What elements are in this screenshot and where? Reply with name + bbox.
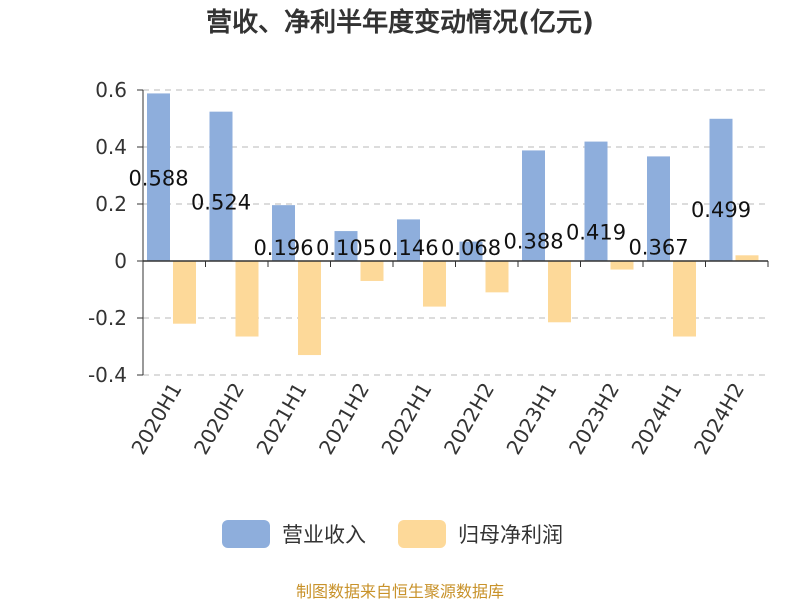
bar-net-profit-2024H2 bbox=[735, 255, 759, 261]
bar-net-profit-2020H2 bbox=[235, 261, 259, 337]
x-tick-label: 2022H1 bbox=[376, 379, 436, 459]
data-label: 0.588 bbox=[128, 166, 188, 190]
bar-net-profit-2021H1 bbox=[298, 261, 321, 356]
bar-revenue-2020H1 bbox=[147, 93, 170, 261]
y-tick-label: -0.2 bbox=[88, 306, 127, 330]
data-label: 0.367 bbox=[628, 235, 688, 259]
bar-revenue-2024H2 bbox=[709, 118, 733, 261]
legend-label-revenue: 营业收入 bbox=[282, 523, 366, 547]
data-label: 0.146 bbox=[378, 236, 438, 260]
y-tick-label: 0.6 bbox=[95, 78, 127, 102]
chart-title: 营收、净利半年度变动情况(亿元) bbox=[206, 8, 594, 38]
data-label: 0.196 bbox=[253, 236, 313, 260]
bar-net-profit-2023H2 bbox=[610, 261, 634, 270]
bar-net-profit-2021H2 bbox=[360, 261, 384, 281]
data-label: 0.388 bbox=[503, 229, 563, 253]
bar-revenue-2020H2 bbox=[209, 111, 233, 261]
x-tick-label: 2020H1 bbox=[126, 379, 186, 459]
x-tick-label: 2024H1 bbox=[626, 379, 686, 459]
data-label: 0.068 bbox=[441, 236, 501, 260]
bar-net-profit-2022H1 bbox=[423, 261, 446, 307]
x-tick-label: 2021H2 bbox=[314, 379, 374, 459]
bar-net-profit-2023H1 bbox=[548, 261, 571, 323]
bar-net-profit-2022H2 bbox=[485, 261, 509, 293]
data-label: 0.524 bbox=[191, 191, 251, 215]
bar-revenue-2021H2 bbox=[334, 231, 358, 261]
bar-revenue-2024H1 bbox=[647, 156, 670, 261]
x-tick-label: 2021H1 bbox=[251, 379, 311, 459]
bar-net-profit-2024H1 bbox=[673, 261, 696, 337]
legend-swatch-net-profit bbox=[398, 520, 446, 548]
y-tick-label: 0.2 bbox=[95, 192, 127, 216]
bar-revenue-2023H1 bbox=[522, 150, 545, 261]
y-tick-label: 0 bbox=[114, 249, 127, 273]
x-tick-label: 2023H2 bbox=[564, 379, 624, 459]
legend-swatch-revenue bbox=[222, 520, 270, 548]
y-tick-label: 0.4 bbox=[95, 135, 127, 159]
bar-revenue-2022H1 bbox=[397, 219, 420, 261]
bar-revenue-2022H2 bbox=[459, 241, 483, 261]
data-label: 0.105 bbox=[316, 236, 376, 260]
y-tick-label: -0.4 bbox=[88, 363, 127, 387]
x-tick-label: 2023H1 bbox=[501, 379, 561, 459]
bar-revenue-2021H1 bbox=[272, 205, 295, 261]
bar-net-profit-2020H1 bbox=[173, 261, 196, 324]
legend-label-net-profit: 归母净利润 bbox=[458, 523, 563, 547]
data-source-note: 制图数据来自恒生聚源数据库 bbox=[295, 582, 504, 601]
x-tick-label: 2024H2 bbox=[689, 379, 749, 459]
x-tick-label: 2020H2 bbox=[189, 379, 249, 459]
x-tick-label: 2022H2 bbox=[439, 379, 499, 459]
data-label: 0.419 bbox=[566, 221, 626, 245]
data-label: 0.499 bbox=[691, 198, 751, 222]
bar-revenue-2023H2 bbox=[584, 141, 608, 261]
